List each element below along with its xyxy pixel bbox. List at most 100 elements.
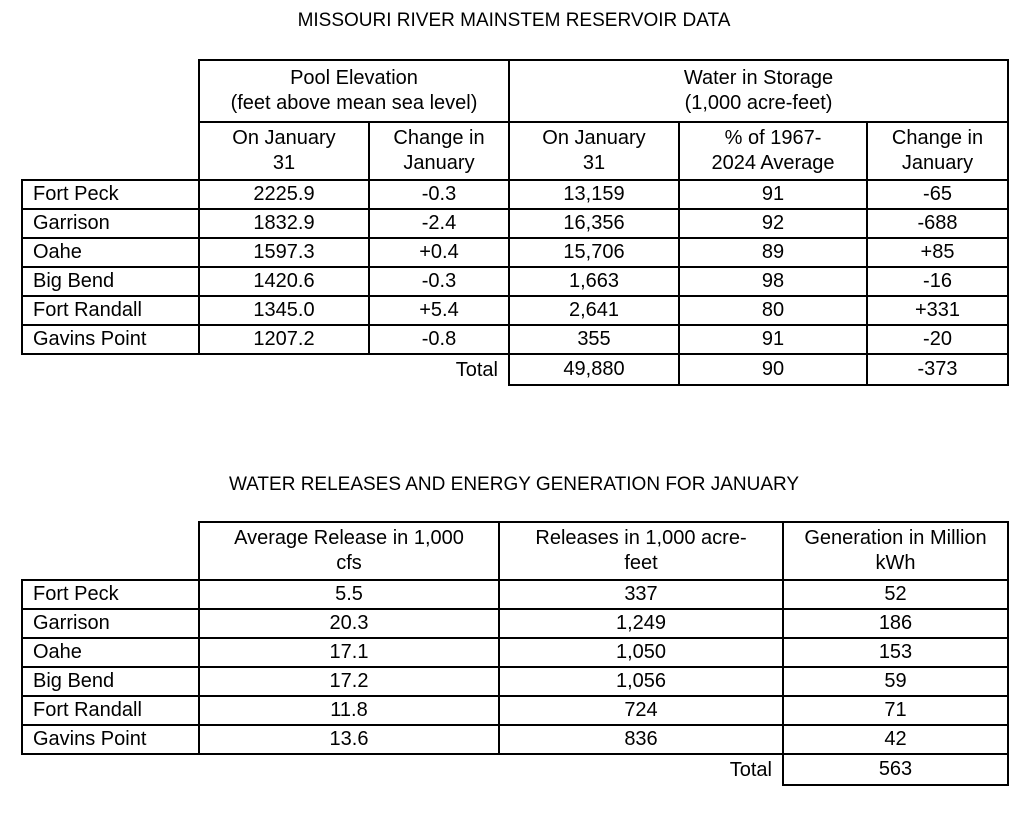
column-header-row: On January 31 Change in January On Janua… [22,121,1010,181]
table-row: Oahe 1597.3 +0.4 15,706 89 +85 [21,237,1010,268]
elevation-change-cell: -0.3 [368,266,510,297]
elevation-change-cell: +0.4 [368,237,510,268]
header-blank-cell [22,60,199,122]
header-blank-cell [22,122,199,180]
table-row: Big Bend 17.2 1,056 59 [21,666,1009,697]
reservoir-name: Garrison [21,608,200,639]
storage-change-header: Change in January [865,121,1010,181]
header-blank-cell [22,522,199,580]
table-row: Garrison 20.3 1,249 186 [21,608,1009,639]
reservoir-name: Fort Randall [21,695,200,726]
header-line: Generation in Million [804,527,987,549]
elevation-change-cell: +5.4 [368,295,510,326]
storage-change-cell: -20 [865,324,1010,355]
elevation-change-cell: -0.8 [368,324,510,355]
reservoir-name: Oahe [21,637,200,668]
reservoir-name: Oahe [21,237,200,268]
table-row: Fort Peck 5.5 337 52 [21,579,1009,610]
releases-title: WATER RELEASES AND ENERGY GENERATION FOR… [228,474,800,495]
releases-table-container: Average Release in 1,000 cfs Releases in… [21,521,1009,786]
storage-change-cell: +331 [865,295,1010,326]
table-row: Gavins Point 1207.2 -0.8 355 91 -20 [21,324,1010,355]
total-change-cell: -373 [865,353,1010,386]
storage-change-cell: +85 [865,237,1010,268]
header-line: 31 [272,152,296,174]
total-blank-cell [199,754,499,785]
header-line: 31 [582,152,606,174]
total-blank-cell [199,354,369,385]
elevation-cell: 1345.0 [198,295,370,326]
storage-change-cell: -65 [865,179,1010,210]
total-row: Total 563 [22,753,1009,786]
table-row: Oahe 17.1 1,050 153 [21,637,1009,668]
total-pct-cell: 90 [678,353,868,386]
header-line: Releases in 1,000 acre- [535,527,747,549]
header-line: On January [232,127,336,149]
storage-cell: 15,706 [508,237,680,268]
generation-cell: 186 [782,608,1009,639]
generation-cell: 42 [782,724,1009,755]
header-line: 2024 Average [711,152,835,174]
avg-release-cell: 17.1 [198,637,500,668]
storage-cell: 13,159 [508,179,680,210]
table-row: Fort Peck 2225.9 -0.3 13,159 91 -65 [21,179,1010,210]
generation-cell: 52 [782,579,1009,610]
table-row: Big Bend 1420.6 -0.3 1,663 98 -16 [21,266,1010,297]
total-blank-cell [22,754,199,785]
releases-af-cell: 1,056 [498,666,784,697]
header-line: January [403,152,475,174]
reservoir-name: Fort Peck [21,579,200,610]
total-row: Total 49,880 90 -373 [22,353,1010,386]
total-generation-cell: 563 [782,753,1009,786]
elevation-change-cell: -0.3 [368,179,510,210]
total-storage-cell: 49,880 [508,353,680,386]
header-line: % of 1967- [724,127,822,149]
water-storage-header: Water in Storage (1,000 acre-feet) [507,59,1010,123]
header-line: Average Release in 1,000 [234,527,464,549]
total-label: Total [455,358,498,381]
avg-release-cell: 5.5 [198,579,500,610]
releases-af-cell: 836 [498,724,784,755]
header-line: cfs [336,552,362,574]
total-blank-cell [22,354,199,385]
releases-af-cell: 1,249 [498,608,784,639]
reservoir-name: Fort Randall [21,295,200,326]
storage-cell: 2,641 [508,295,680,326]
storage-pct-cell: 80 [678,295,868,326]
avg-release-cell: 11.8 [198,695,500,726]
reservoir-table-container: Pool Elevation (feet above mean sea leve… [21,59,1010,386]
elevation-change-cell: -2.4 [368,208,510,239]
header-line: January [901,152,974,174]
reservoir-name: Gavins Point [21,324,200,355]
storage-cell: 355 [508,324,680,355]
generation-header: Generation in Million kWh [782,521,1009,581]
header-line: kWh [875,552,916,574]
reservoir-name: Big Bend [21,666,200,697]
storage-pct-cell: 91 [678,324,868,355]
avg-release-cell: 20.3 [198,608,500,639]
table-row: Garrison 1832.9 -2.4 16,356 92 -688 [21,208,1010,239]
reservoir-name: Big Bend [21,266,200,297]
pool-elevation-unit: (feet above mean sea level) [230,92,478,114]
table-row: Gavins Point 13.6 836 42 [21,724,1009,755]
storage-pct-header: % of 1967- 2024 Average [678,121,868,181]
reservoir-name: Gavins Point [21,724,200,755]
table-row: Fort Randall 1345.0 +5.4 2,641 80 +331 [21,295,1010,326]
reservoir-name: Garrison [21,208,200,239]
header-line: feet [624,552,658,574]
avg-release-cell: 13.6 [198,724,500,755]
releases-af-cell: 337 [498,579,784,610]
pool-elevation-header: Pool Elevation (feet above mean sea leve… [198,59,510,123]
elev-on-header: On January 31 [198,121,370,181]
elevation-cell: 2225.9 [198,179,370,210]
releases-af-cell: 724 [498,695,784,726]
generation-cell: 153 [782,637,1009,668]
water-storage-label: Water in Storage [683,67,834,89]
header-line: Change in [393,127,485,149]
elevation-cell: 1207.2 [198,324,370,355]
reservoir-name: Fort Peck [21,179,200,210]
storage-on-header: On January 31 [508,121,680,181]
reservoir-table: Pool Elevation (feet above mean sea leve… [21,59,1010,386]
water-storage-unit: (1,000 acre-feet) [684,92,833,114]
avg-release-cell: 17.2 [198,666,500,697]
